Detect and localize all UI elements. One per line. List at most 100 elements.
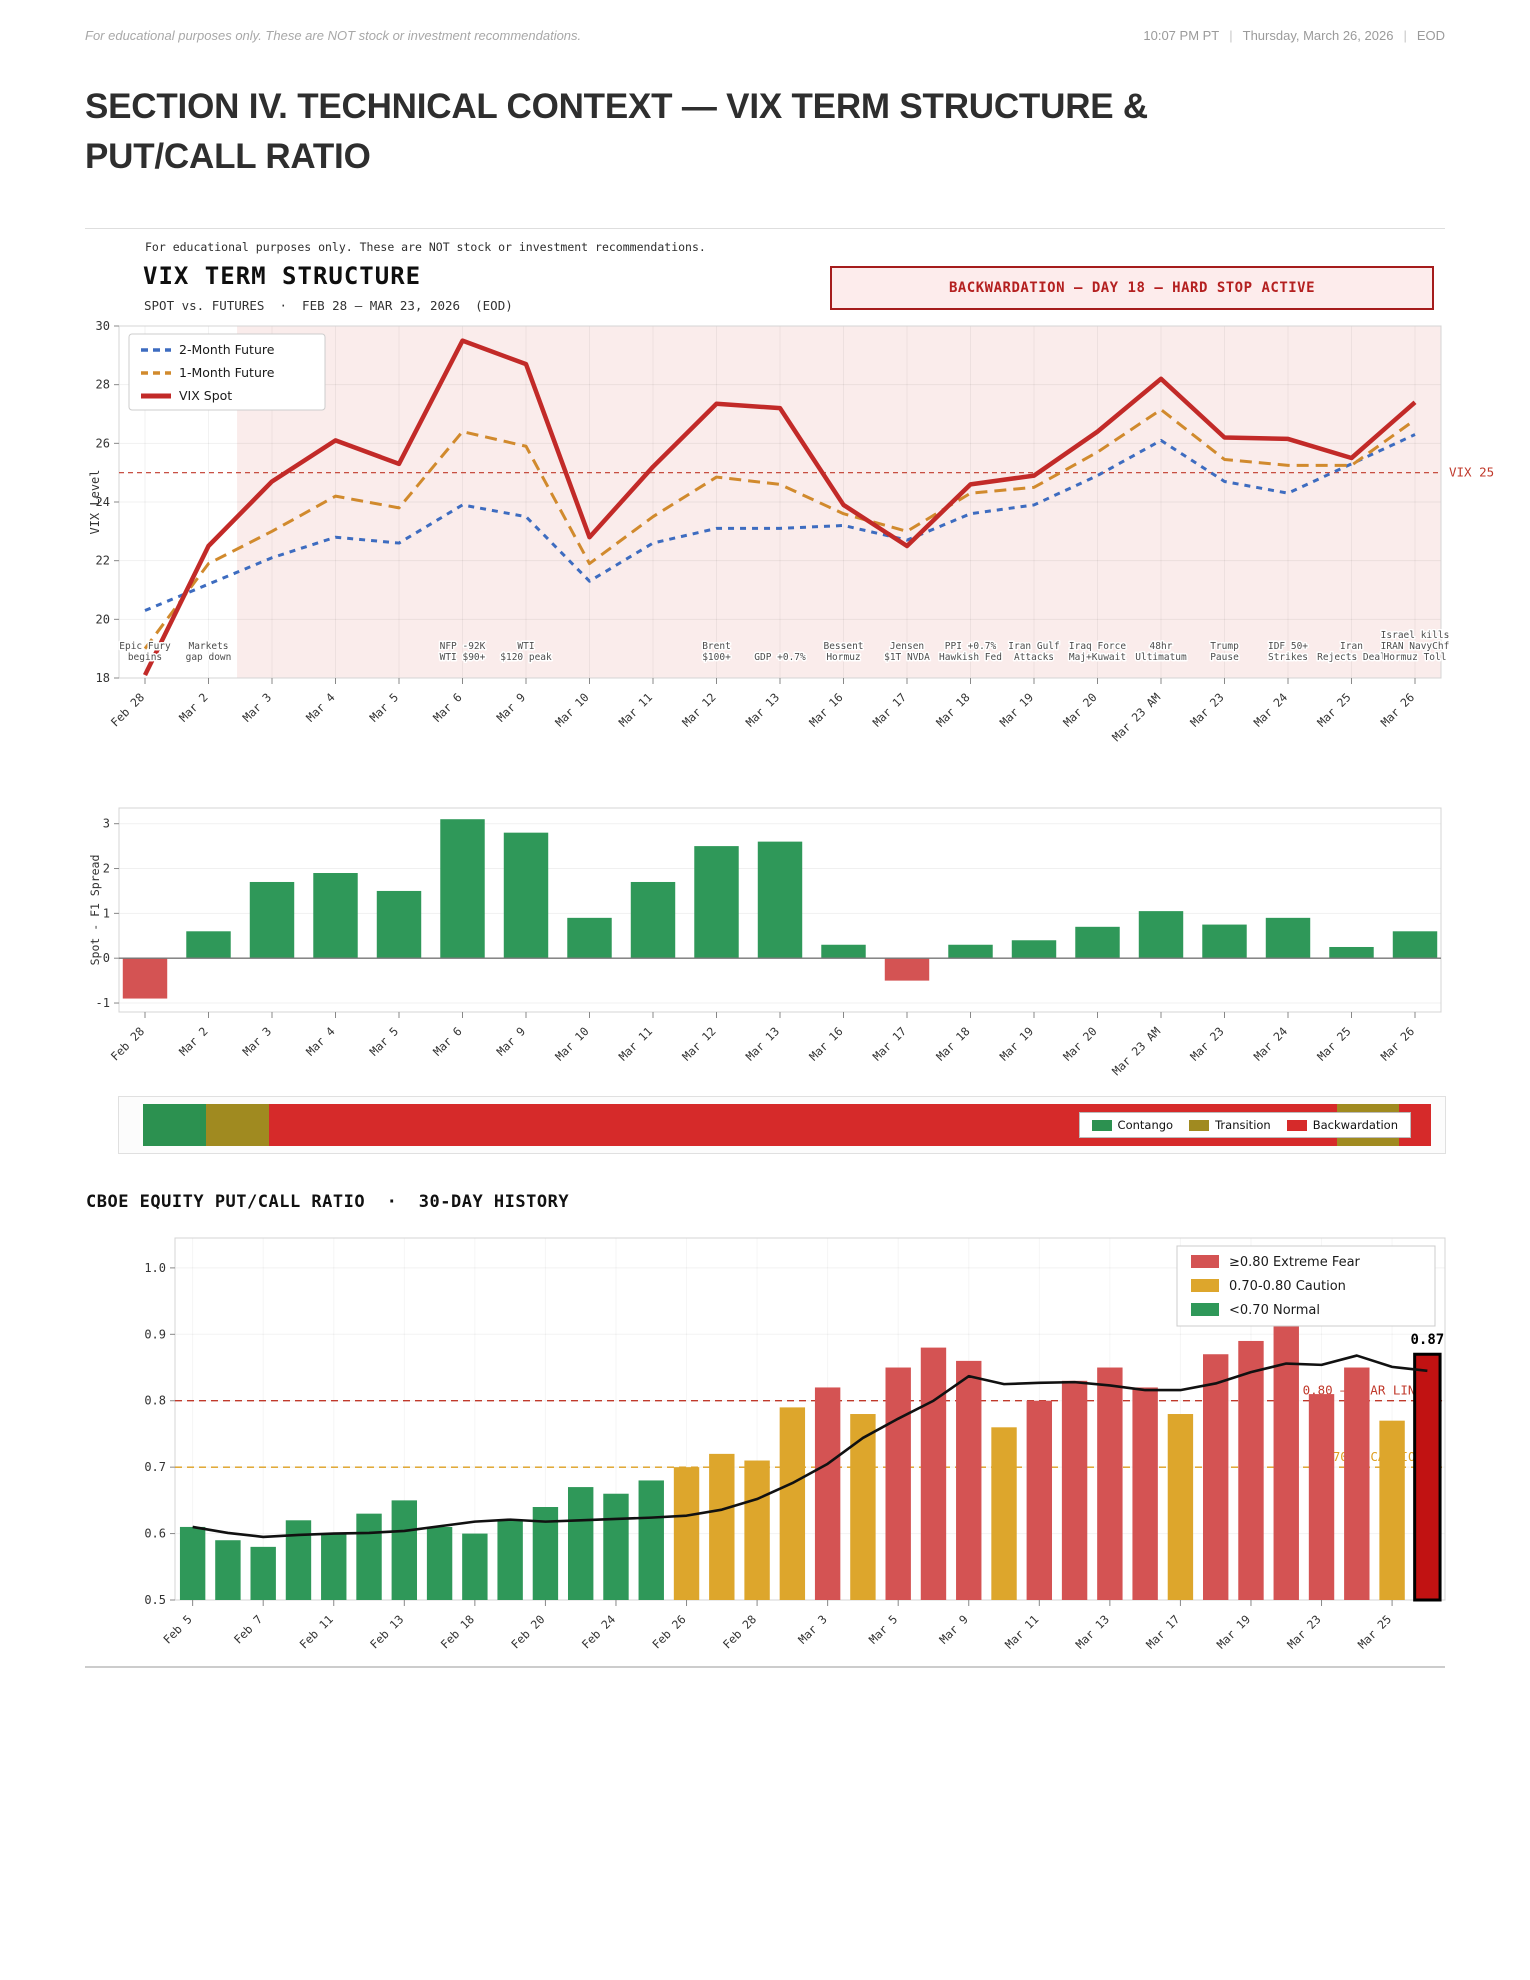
header-time: 10:07 PM PT bbox=[1143, 28, 1220, 43]
svg-text:24: 24 bbox=[96, 495, 110, 509]
put-call-bar bbox=[1167, 1414, 1194, 1600]
put-call-bar bbox=[250, 1546, 276, 1600]
event-annotation: GDP +0.7% bbox=[754, 652, 806, 663]
x-tick-label: Mar 13 bbox=[743, 1024, 782, 1063]
svg-text:18: 18 bbox=[96, 671, 110, 685]
legend-label: Contango bbox=[1117, 1118, 1174, 1132]
x-tick-label: Feb 11 bbox=[297, 1612, 336, 1651]
put-call-bar bbox=[497, 1520, 523, 1600]
put-call-bar bbox=[1026, 1400, 1053, 1600]
svg-text:30: 30 bbox=[96, 320, 110, 333]
event-annotation: Markets bbox=[188, 641, 228, 652]
x-tick-label: Mar 5 bbox=[367, 690, 401, 724]
legend-label: VIX Spot bbox=[179, 388, 232, 403]
spread-bar bbox=[1392, 931, 1438, 959]
event-annotation: Iran bbox=[1340, 641, 1363, 652]
x-tick-label: Mar 9 bbox=[936, 1612, 970, 1646]
x-tick-label: Feb 18 bbox=[438, 1612, 477, 1651]
x-tick-label: Mar 23 AM bbox=[1109, 1024, 1163, 1078]
x-tick-label: Mar 11 bbox=[1002, 1612, 1041, 1651]
header-date: Thursday, March 26, 2026 bbox=[1242, 28, 1394, 43]
x-tick-label: Mar 9 bbox=[494, 1024, 528, 1058]
legend-swatch bbox=[1189, 1119, 1210, 1131]
svg-text:0.5: 0.5 bbox=[144, 1593, 166, 1607]
x-tick-label: Mar 6 bbox=[430, 1024, 464, 1058]
x-tick-label: Mar 2 bbox=[176, 690, 210, 724]
put-call-bar bbox=[709, 1453, 735, 1600]
spread-bar bbox=[1265, 917, 1311, 959]
strip-legend-item: Transition bbox=[1189, 1118, 1271, 1132]
section-title: SECTION IV. TECHNICAL CONTEXT — VIX TERM… bbox=[85, 87, 1149, 176]
x-tick-label: Mar 24 bbox=[1251, 690, 1290, 729]
x-tick-label: Mar 11 bbox=[616, 690, 655, 729]
spread-bar bbox=[1138, 911, 1184, 959]
x-tick-label: Mar 25 bbox=[1314, 690, 1353, 729]
series-1-month-future bbox=[143, 408, 1416, 650]
event-annotation: WTI $90+ bbox=[440, 652, 486, 663]
x-tick-label: Mar 19 bbox=[997, 690, 1036, 729]
figure-disclaimer: For educational purposes only. These are… bbox=[145, 240, 706, 254]
latest-value-label: 0.87 bbox=[1411, 1332, 1445, 1348]
spread-bar bbox=[630, 881, 676, 959]
event-annotation: Bessent bbox=[823, 641, 863, 652]
put-call-bar bbox=[426, 1526, 453, 1600]
x-tick-label: Feb 26 bbox=[649, 1612, 688, 1651]
x-tick-label: Feb 5 bbox=[160, 1612, 194, 1646]
x-tick-label: Mar 13 bbox=[1073, 1612, 1112, 1651]
put-call-title: CBOE EQUITY PUT/CALL RATIO · 30-DAY HIST… bbox=[86, 1192, 570, 1212]
put-call-bar bbox=[1238, 1340, 1264, 1600]
x-tick-label: Mar 2 bbox=[176, 1024, 210, 1058]
x-tick-label: Mar 12 bbox=[679, 1024, 718, 1063]
x-tick-label: Mar 12 bbox=[679, 690, 718, 729]
x-tick-label: Feb 7 bbox=[231, 1612, 265, 1646]
x-tick-label: Mar 9 bbox=[494, 690, 528, 724]
put-call-bar bbox=[1273, 1321, 1299, 1600]
legend-label: ≥0.80 Extreme Fear bbox=[1229, 1255, 1361, 1270]
header-disclaimer: For educational purposes only. These are… bbox=[85, 28, 582, 43]
spread-bar bbox=[948, 944, 993, 959]
spread-bar bbox=[1011, 940, 1057, 959]
spread-bar bbox=[1075, 926, 1120, 959]
put-call-bar bbox=[885, 1367, 911, 1600]
spread-bar bbox=[186, 931, 231, 959]
x-tick-label: Mar 4 bbox=[303, 1024, 337, 1058]
event-annotation: NFP -92K bbox=[440, 641, 486, 652]
put-call-bar bbox=[567, 1487, 594, 1600]
event-annotation: Hormuz bbox=[826, 652, 860, 663]
vix-legend: 2-Month Future 1-Month Future VIX Spot bbox=[128, 333, 326, 411]
event-annotation: Hormuz Toll bbox=[1384, 652, 1447, 663]
put-call-bar bbox=[285, 1520, 312, 1600]
put-call-bar bbox=[850, 1414, 876, 1600]
x-tick-label: Mar 5 bbox=[367, 1024, 401, 1058]
event-annotation: gap down bbox=[186, 652, 232, 663]
x-tick-label: Mar 17 bbox=[870, 690, 909, 729]
event-annotation: $120 peak bbox=[500, 652, 552, 663]
spread-bar bbox=[821, 944, 866, 959]
strip-legend-item: Contango bbox=[1091, 1118, 1174, 1132]
x-tick-label: Feb 13 bbox=[367, 1612, 406, 1651]
svg-text:0.6: 0.6 bbox=[144, 1527, 166, 1541]
x-tick-label: Mar 25 bbox=[1314, 1024, 1353, 1063]
put-call-bar bbox=[391, 1500, 418, 1600]
event-annotation: Trump bbox=[1210, 641, 1239, 652]
put-call-bar bbox=[1061, 1380, 1088, 1600]
spread-bar bbox=[694, 846, 739, 959]
x-tick-label: Feb 28 bbox=[720, 1612, 759, 1651]
event-annotation: Rejects Deal bbox=[1317, 652, 1386, 663]
svg-text:0: 0 bbox=[103, 951, 110, 965]
legend-swatch bbox=[1286, 1119, 1307, 1131]
event-annotation: Brent bbox=[702, 641, 731, 652]
event-annotation: PPI +0.7% bbox=[945, 641, 997, 652]
x-tick-label: Mar 26 bbox=[1378, 1024, 1417, 1063]
regime-strip-legend: Contango Transition Backwardation bbox=[1078, 1112, 1411, 1138]
x-tick-label: Mar 19 bbox=[1214, 1612, 1253, 1651]
strip-legend-item: Backwardation bbox=[1286, 1118, 1398, 1132]
svg-text:0.9: 0.9 bbox=[144, 1327, 166, 1341]
put-call-bar bbox=[215, 1540, 241, 1600]
x-tick-label: Mar 3 bbox=[240, 690, 274, 724]
x-tick-label: Mar 13 bbox=[743, 690, 782, 729]
legend-label: 2-Month Future bbox=[179, 342, 275, 357]
svg-text:20: 20 bbox=[96, 612, 110, 626]
divider-top bbox=[85, 228, 1445, 229]
